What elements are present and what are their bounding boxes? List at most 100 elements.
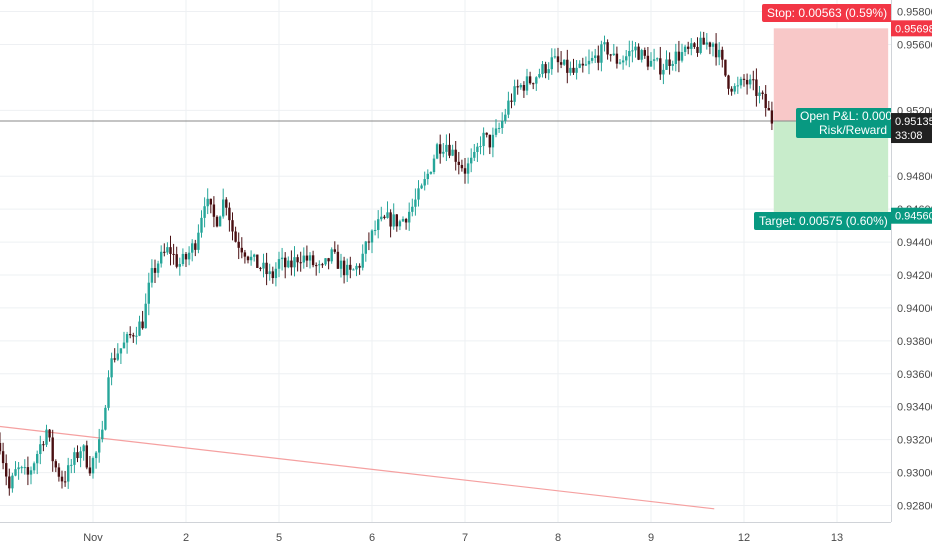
candle-body <box>194 243 197 250</box>
candle-body <box>389 212 392 227</box>
candle-body <box>550 57 553 70</box>
candle-body <box>23 467 26 469</box>
candle-body <box>156 263 160 273</box>
candle-body <box>448 144 451 156</box>
candle-body <box>730 88 733 92</box>
stop-badge[interactable]: Stop: 0.00563 (0.59%) 5 <box>762 4 897 22</box>
target-label: Target: 0.00575 (0.60%) 5 <box>759 214 898 228</box>
candle-body <box>324 258 327 265</box>
candle-body <box>696 46 699 53</box>
candle-body <box>110 358 113 378</box>
candle-body <box>705 42 708 45</box>
candle-body <box>212 204 216 217</box>
candle-body <box>739 78 743 86</box>
candle-body <box>442 151 445 154</box>
candle-body <box>187 252 191 260</box>
candle-body <box>277 259 281 269</box>
candle-body <box>702 37 705 45</box>
candle-body <box>163 251 166 253</box>
candle-body <box>584 64 588 66</box>
current-price-label: 0.95135 <box>895 116 932 128</box>
candle-body <box>513 86 516 102</box>
candle-body <box>439 144 442 154</box>
candle-body <box>519 85 522 88</box>
candle-body <box>215 216 219 227</box>
candle-body <box>417 188 420 200</box>
candle-body <box>733 86 736 92</box>
candle-body <box>674 51 677 64</box>
candle-body <box>510 100 513 102</box>
candle-body <box>522 85 526 91</box>
candle-body <box>532 83 535 85</box>
candle-body <box>249 256 253 261</box>
candle-body <box>305 255 309 261</box>
open-pnl-label: Open P&L: 0.0000 <box>800 109 899 123</box>
candle-body <box>615 53 619 64</box>
candle-body <box>60 476 64 482</box>
candle-body <box>693 43 696 47</box>
candle-body <box>256 254 259 268</box>
candle-body <box>504 114 507 121</box>
candle-body <box>395 214 398 227</box>
candle-body <box>392 214 395 227</box>
candle-body <box>113 358 116 360</box>
candle-body <box>594 55 597 58</box>
candle-body <box>206 198 209 207</box>
candle-body <box>581 63 584 66</box>
candle-body <box>315 265 318 267</box>
candle-body <box>479 146 482 148</box>
candle-body <box>699 37 702 53</box>
candle-body <box>603 42 606 45</box>
candle-body <box>150 268 154 283</box>
candle-body <box>85 445 88 468</box>
candle-body <box>76 452 79 459</box>
candle-body <box>556 56 560 63</box>
candle-body <box>144 303 147 329</box>
price-axis[interactable] <box>891 0 932 550</box>
candle-body <box>609 54 612 56</box>
candle-body <box>57 467 61 477</box>
candle-body <box>253 254 256 257</box>
candle-body <box>280 257 284 260</box>
candle-body <box>665 59 668 70</box>
candle-body <box>82 445 85 452</box>
target-badge[interactable]: Target: 0.00575 (0.60%) 5 <box>754 212 898 230</box>
candle-body <box>485 132 488 135</box>
candle-body <box>14 469 17 476</box>
candle-body <box>45 429 48 445</box>
candle-body <box>197 232 200 250</box>
candle-body <box>631 50 634 52</box>
current-price-tag: 0.95135 33:08 <box>891 113 932 144</box>
candle-body <box>178 264 181 267</box>
candle-body <box>420 185 423 189</box>
candle-body <box>284 257 287 268</box>
candle-body <box>488 134 491 148</box>
candle-body <box>652 59 656 61</box>
candle-body <box>135 335 138 337</box>
candle-body <box>559 62 563 65</box>
candle-body <box>39 444 42 455</box>
candle-body <box>32 463 36 471</box>
candle-body <box>370 230 374 243</box>
candle-body <box>711 43 715 47</box>
candle-body <box>600 44 603 63</box>
trend-line[interactable] <box>0 425 715 510</box>
candle-body <box>587 60 591 65</box>
candle-body <box>724 59 727 76</box>
pnl-badge[interactable]: Open P&L: 0.0000 Risk/Reward R <box>796 108 899 138</box>
candle-body <box>649 60 653 67</box>
candle-body <box>755 79 758 96</box>
candle-body <box>625 56 628 61</box>
candle-body <box>361 253 364 268</box>
stop-zone[interactable] <box>773 28 889 122</box>
candle-body <box>758 92 761 96</box>
x-tick-label: 12 <box>738 532 750 544</box>
candle-body <box>668 59 671 66</box>
candle-body <box>544 64 547 74</box>
candle-body <box>122 342 126 349</box>
candle-body <box>482 132 485 147</box>
candle-body <box>222 199 225 217</box>
candle-body <box>411 206 414 212</box>
